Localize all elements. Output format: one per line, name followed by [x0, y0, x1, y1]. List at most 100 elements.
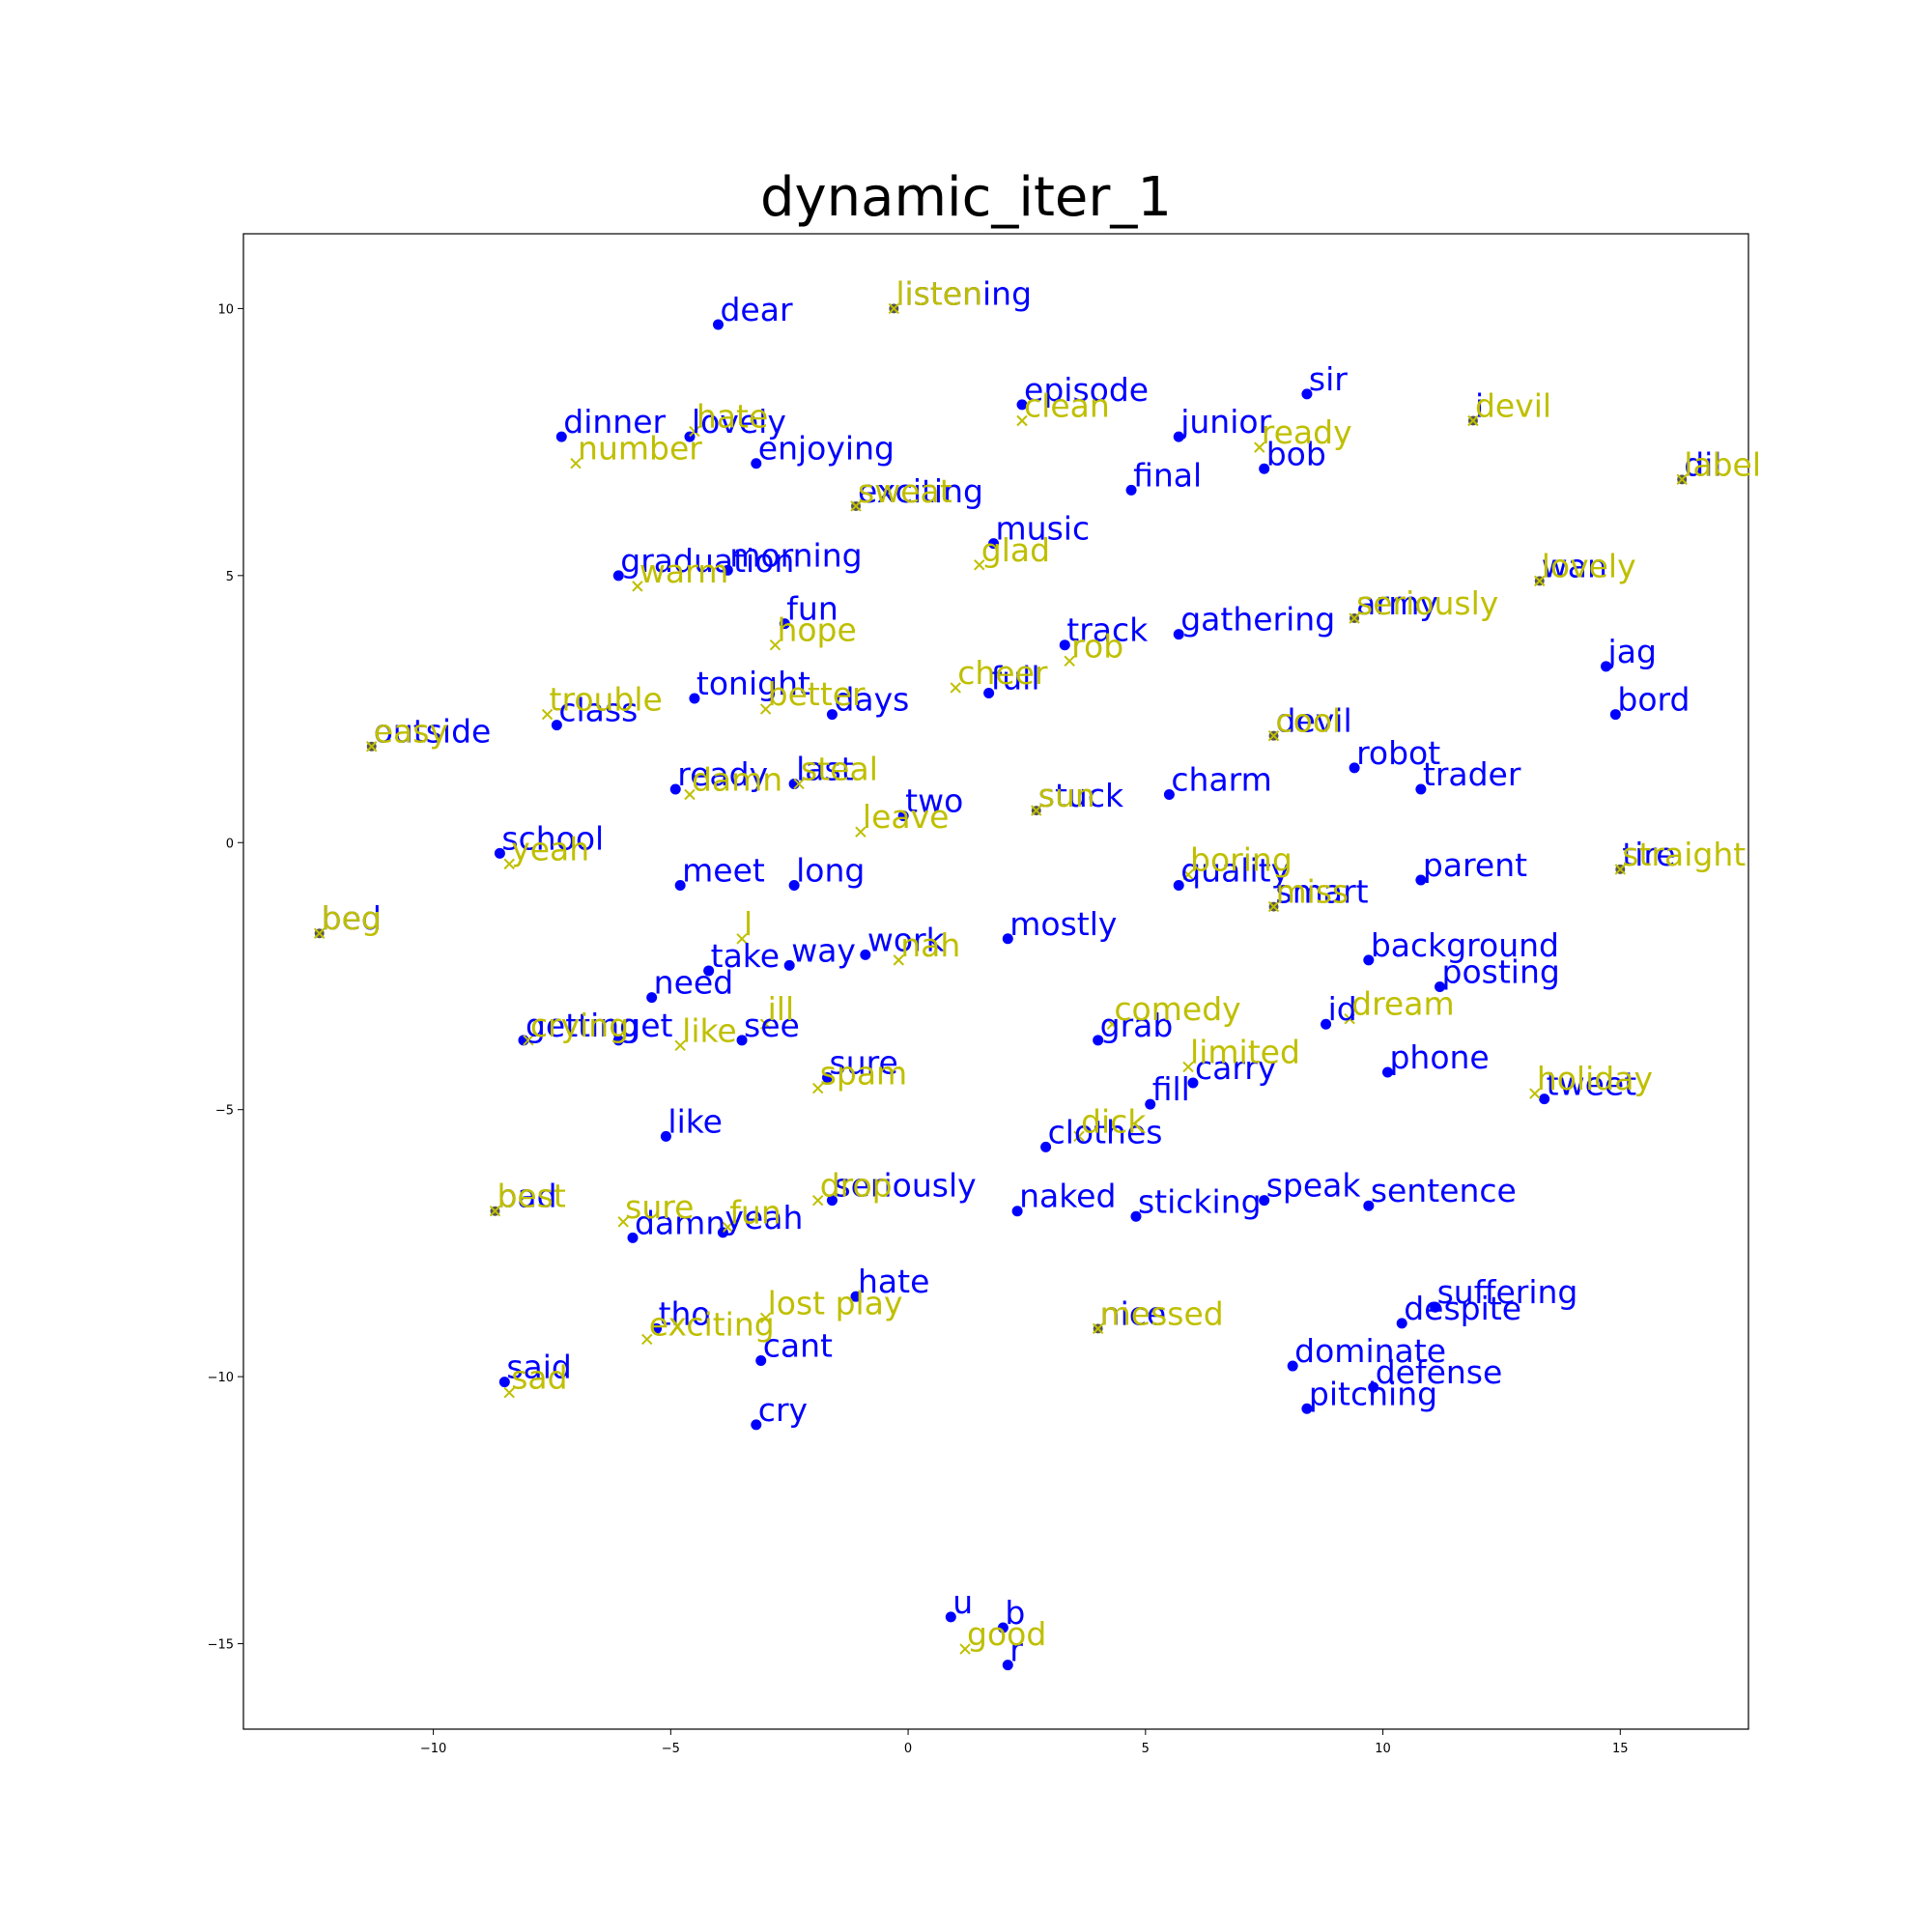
blue-word-label: despite	[1404, 1290, 1521, 1327]
blue-point	[1016, 399, 1028, 411]
blue-point	[1287, 1360, 1298, 1372]
plot-frame	[242, 233, 1749, 1730]
blue-point	[751, 1419, 762, 1431]
blue-word-label: music	[996, 510, 1091, 548]
blue-point	[627, 1232, 639, 1243]
yellow-x-point	[793, 778, 805, 790]
blue-word-label: wan	[1542, 547, 1607, 584]
blue-word-label: two	[905, 782, 963, 820]
blue-point	[997, 1622, 1009, 1634]
blue-point	[1609, 709, 1621, 721]
blue-point	[703, 965, 715, 977]
yellow-word-label: seriously	[1356, 584, 1498, 622]
blue-point	[1301, 388, 1313, 400]
yellow-x-point	[1614, 864, 1627, 875]
yellow-word-label: like	[682, 1011, 737, 1049]
blue-point	[783, 959, 795, 971]
blue-word-label: school	[501, 819, 604, 857]
yellow-word-label: glad	[981, 531, 1050, 569]
blue-point	[1435, 981, 1446, 993]
yellow-x-point	[1073, 1130, 1085, 1143]
blue-word-label: bord	[1617, 681, 1690, 719]
blue-point	[1187, 1077, 1199, 1089]
blue-word-label: full	[991, 659, 1040, 696]
blue-point	[826, 1195, 838, 1207]
blue-word-label: gathering	[1180, 601, 1335, 639]
yellow-word-label: fun	[729, 1193, 781, 1231]
blue-point	[1539, 1094, 1550, 1105]
blue-point	[1173, 629, 1184, 640]
blue-point	[1163, 789, 1175, 800]
yellow-x-point	[1534, 575, 1546, 587]
blue-word-label: track	[1066, 611, 1149, 649]
yellow-word-label: hope	[777, 611, 856, 649]
yellow-word-label: best	[497, 1178, 565, 1215]
yellow-x-point	[684, 788, 696, 801]
blue-point	[712, 319, 724, 330]
blue-point	[983, 687, 995, 698]
yellow-word-label: cool	[1276, 702, 1342, 740]
blue-word-label: work	[867, 921, 946, 958]
yellow-x-point	[1092, 1322, 1104, 1335]
yellow-x-point	[959, 1643, 971, 1655]
blue-word-label: trader	[1423, 755, 1521, 793]
blue-word-label: dear	[720, 291, 792, 328]
blue-point	[1173, 431, 1184, 442]
yellow-x-point	[888, 302, 900, 315]
yellow-word-label: spam	[820, 1055, 908, 1093]
blue-word-label: defense	[1376, 1353, 1503, 1391]
blue-point	[612, 1035, 624, 1046]
blue-point	[551, 720, 562, 731]
blue-word-label: carry	[1195, 1049, 1276, 1087]
blue-word-label: b	[1005, 1594, 1025, 1632]
blue-word-label: sir	[1309, 360, 1348, 398]
blue-point	[1040, 1141, 1052, 1152]
blue-point	[1601, 661, 1612, 672]
yellow-word-label: nah	[900, 926, 960, 964]
x-tick-label: 5	[1142, 1742, 1150, 1756]
blue-word-label: background	[1371, 926, 1559, 964]
yellow-x-point	[769, 639, 781, 651]
yellow-x-point	[503, 1386, 515, 1399]
yellow-word-label: straight	[1622, 836, 1746, 873]
axes: −10 −5 0 5 10 15 10 5 0 −5 −10 −15	[208, 302, 1629, 1756]
blue-word-label: r	[1009, 1632, 1023, 1669]
blue-word-label: phone	[1389, 1038, 1489, 1076]
blue-point	[860, 949, 871, 960]
blue-word-label: ready	[677, 755, 768, 793]
yellow-word-label: lost play	[768, 1284, 903, 1321]
blue-point	[1125, 484, 1137, 496]
blue-word-label: sure	[830, 1044, 898, 1082]
yellow-x-point	[855, 826, 867, 838]
blue-word-label: nice	[1100, 1294, 1167, 1332]
yellow-word-label: number	[578, 430, 702, 468]
blue-point	[1173, 879, 1184, 891]
yellow-word-label: clean	[1024, 387, 1110, 425]
blue-point	[722, 564, 733, 576]
yellow-word-label: ready	[1262, 413, 1352, 451]
blue-point	[755, 1355, 767, 1367]
yellow-word-label: sure	[625, 1188, 694, 1226]
blue-word-label: like	[668, 1102, 723, 1140]
data-marks	[313, 302, 1688, 1671]
yellow-word-label: listen	[895, 274, 982, 312]
blue-word-label: final	[1133, 456, 1202, 494]
yellow-x-point	[674, 1039, 686, 1052]
yellow-word-label: sweat	[858, 472, 952, 510]
blue-point	[1396, 1318, 1407, 1329]
yellow-x-point	[1182, 868, 1194, 881]
blue-word-label: suffering	[1437, 1273, 1578, 1311]
yellow-word-label: exciting	[649, 1305, 775, 1343]
blue-point	[498, 1377, 510, 1388]
blue-word-label: listening	[895, 274, 1032, 312]
yellow-x-point	[759, 1312, 772, 1324]
yellow-word-label: sun	[1038, 777, 1095, 814]
blue-point	[612, 570, 624, 582]
yellow-x-point	[641, 1333, 653, 1346]
blue-word-label: need	[654, 964, 733, 1002]
yellow-x-point	[1254, 441, 1265, 453]
blue-word-label: dominate	[1294, 1332, 1446, 1370]
blue-word-label: take	[711, 937, 780, 975]
yellow-word-label: leave	[863, 798, 950, 836]
blue-word-label: long	[796, 851, 865, 889]
